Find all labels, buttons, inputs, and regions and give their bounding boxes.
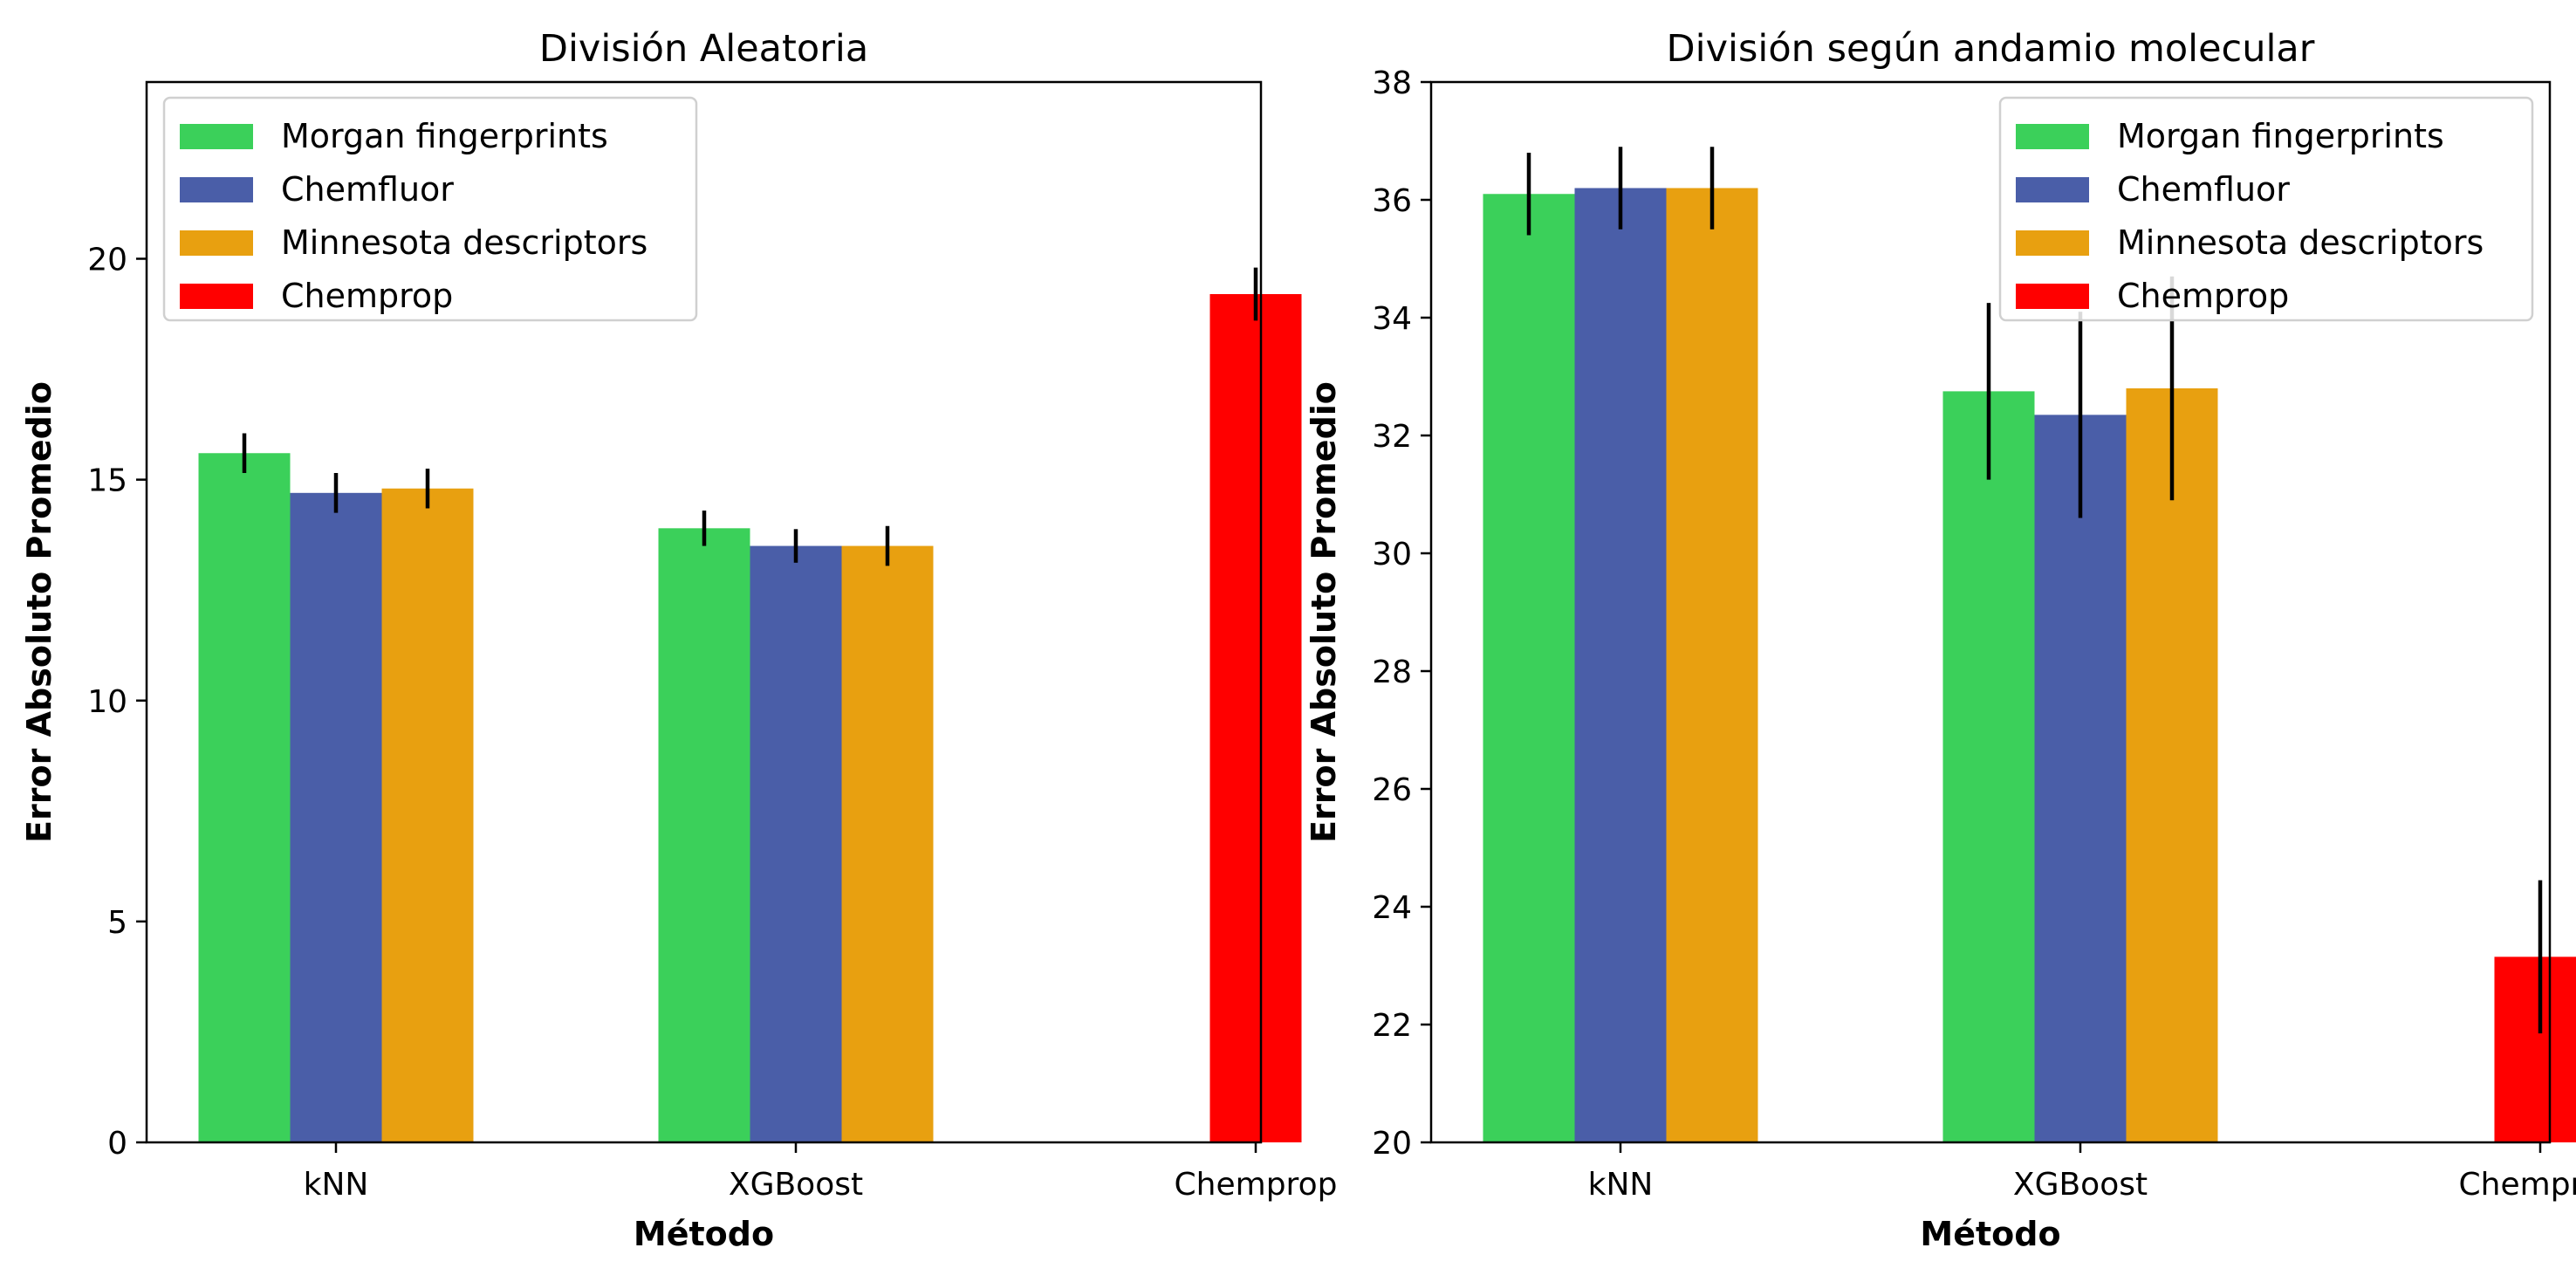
- y-tick-label: 20: [1372, 1126, 1412, 1162]
- x-tick-label: Chemprop: [1175, 1167, 1338, 1203]
- y-tick-label: 30: [1372, 537, 1412, 572]
- y-axis-label: Error Absoluto Promedio: [20, 381, 58, 843]
- bar-xgboost-3: [2127, 388, 2218, 1142]
- legend-label-3: Minnesota descriptors: [281, 223, 647, 262]
- bar-chemprop-4: [1210, 294, 1302, 1142]
- legend-swatch-1: [180, 124, 253, 149]
- legend-swatch-2: [2016, 177, 2089, 202]
- legend-swatch-3: [2016, 230, 2089, 256]
- x-tick-label: XGBoost: [2013, 1167, 2148, 1203]
- legend: Morgan fingerprints Chemfluor Minnesota de…: [164, 98, 696, 320]
- legend-swatch-4: [2016, 284, 2089, 309]
- legend-label-1: Morgan fingerprints: [2117, 117, 2444, 155]
- bar-knn-1: [1483, 194, 1575, 1142]
- bar-xgboost-1: [659, 528, 750, 1142]
- y-axis-label: Error Absoluto Promedio: [1305, 381, 1343, 843]
- bar-chemprop-4: [2495, 956, 2576, 1142]
- y-tick-label: 10: [87, 684, 127, 720]
- bar-knn-3: [1667, 189, 1758, 1143]
- y-tick-label: 24: [1372, 890, 1412, 926]
- y-tick-label: 20: [87, 243, 127, 278]
- x-tick-label: Chemprop: [2459, 1167, 2576, 1203]
- legend-label-1: Morgan fingerprints: [281, 117, 608, 155]
- chart-title: División según andamio molecular: [1667, 27, 2315, 71]
- legend-label-2: Chemfluor: [2117, 170, 2290, 209]
- x-tick-label: XGBoost: [729, 1167, 863, 1203]
- legend-swatch-3: [180, 230, 253, 256]
- bar-knn-2: [1575, 189, 1667, 1143]
- bar-knn-3: [382, 489, 474, 1142]
- y-tick-label: 38: [1372, 65, 1412, 101]
- bar-xgboost-2: [750, 546, 842, 1142]
- y-tick-label: 5: [107, 905, 127, 941]
- legend-swatch-4: [180, 284, 253, 309]
- legend-swatch-2: [180, 177, 253, 202]
- bar-xgboost-1: [1943, 391, 2035, 1142]
- bar-knn-2: [291, 493, 382, 1142]
- bar-xgboost-3: [842, 546, 934, 1142]
- legend-label-4: Chemprop: [281, 277, 453, 315]
- y-tick-label: 15: [87, 463, 127, 499]
- legend: Morgan fingerprints Chemfluor Minnesota de…: [2000, 98, 2532, 320]
- x-tick-label: kNN: [304, 1167, 369, 1203]
- legend-swatch-1: [2016, 124, 2089, 149]
- y-tick-label: 34: [1372, 301, 1412, 337]
- x-axis-label: Método: [634, 1215, 774, 1253]
- bar-knn-1: [199, 453, 291, 1142]
- y-tick-label: 32: [1372, 419, 1412, 455]
- y-tick-label: 28: [1372, 655, 1412, 690]
- legend-label-3: Minnesota descriptors: [2117, 223, 2484, 262]
- x-tick-label: kNN: [1588, 1167, 1654, 1203]
- chart-title: División Aleatoria: [539, 27, 868, 71]
- legend-label-2: Chemfluor: [281, 170, 454, 209]
- x-axis-label: Método: [1920, 1215, 2060, 1253]
- bar-xgboost-2: [2035, 415, 2127, 1142]
- legend-label-4: Chemprop: [2117, 277, 2289, 315]
- y-tick-label: 22: [1372, 1008, 1412, 1044]
- y-tick-label: 0: [107, 1126, 127, 1162]
- y-tick-label: 26: [1372, 772, 1412, 808]
- y-tick-label: 36: [1372, 183, 1412, 219]
